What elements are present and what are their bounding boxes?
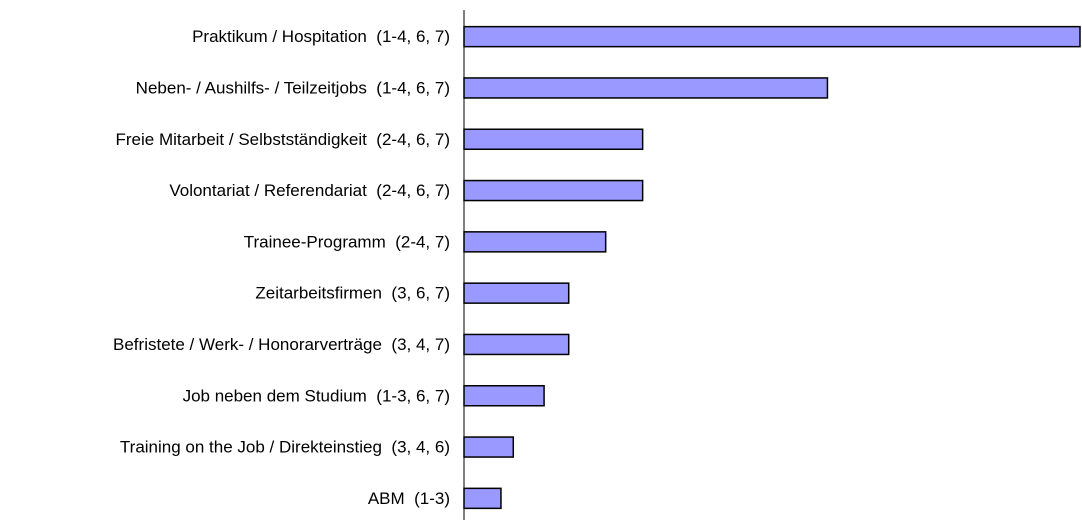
category-label: Freie Mitarbeit / Selbstständigkeit (2-4… [116,130,450,149]
bar [463,282,570,304]
bar [463,231,607,253]
bars [463,25,1081,510]
category-label: Trainee-Programm (2-4, 7) [244,232,450,251]
category-label: Neben- / Aushilfs- / Teilzeitjobs (1-4, … [136,78,450,97]
bar [463,436,515,458]
category-label: Training on the Job / Direkteinstieg (3,… [120,438,450,457]
bar [463,385,545,407]
bar [463,179,644,202]
category-label: Zeitarbeitsfirmen (3, 6, 7) [255,284,450,303]
category-label: Befristete / Werk- / Honorarverträge (3,… [113,335,450,354]
bar [463,77,829,99]
category-label: ABM (1-3) [368,489,450,508]
bar [463,25,1081,48]
bar [463,128,644,150]
bar [463,333,570,356]
category-label: Job neben dem Studium (1-3, 6, 7) [183,386,450,405]
bar [463,487,502,510]
category-label: Volontariat / Referendariat (2-4, 6, 7) [169,181,450,200]
category-labels: Praktikum / Hospitation (1-4, 6, 7) Neben… [113,27,450,508]
category-label: Praktikum / Hospitation (1-4, 6, 7) [192,27,450,46]
